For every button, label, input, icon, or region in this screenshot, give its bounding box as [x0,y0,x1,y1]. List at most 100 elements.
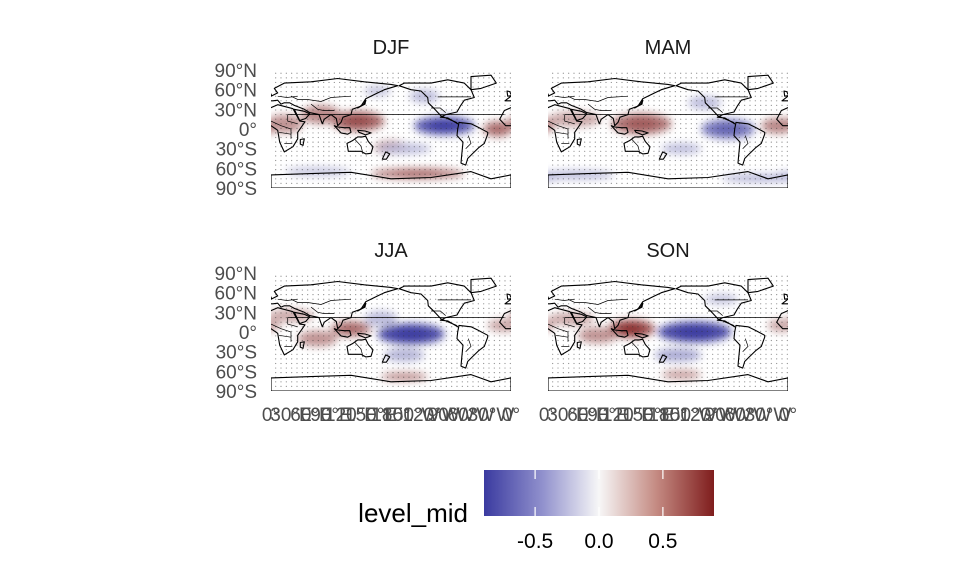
lon-tick-label: 120°E [602,405,654,426]
anomaly-core [341,324,361,333]
lon-tick-label: 0° [779,405,797,426]
lat-tick-label: 30°N [215,100,257,121]
lon-tick-label: 30°W [745,405,792,426]
anomaly-region [284,167,351,177]
anomaly-core [490,125,505,133]
lat-tick-label: 60°N [215,81,257,102]
colorbar-legend: level_mid -0.5 0.0 0.5 [358,470,714,553]
lon-tick-label: 30°W [468,405,515,426]
anomaly-region [61,105,101,123]
lon-tick-label: 30°E [547,405,588,426]
anomaly-region [409,89,440,103]
anomaly-core [394,328,428,340]
lat-tick-label: 0° [239,120,257,141]
anomaly-region [688,96,722,110]
lat-tick-label: 90°N [215,264,257,285]
legend-title: level_mid [358,498,468,528]
anomaly-region [58,331,98,347]
lat-tick-label: 30°S [216,343,257,364]
panel-title: SON [646,240,689,262]
anomaly-region [487,318,511,332]
lon-tick-label: 150°E [345,405,397,426]
lon-tick-label: 0° [539,405,557,426]
anomaly-region [44,167,111,176]
lat-tick-label: 60°S [216,159,257,180]
lon-tick-label: 150°W [659,405,716,426]
anomaly-region [170,90,199,103]
anomaly-region [505,117,511,131]
field-layer [28,309,511,381]
anomaly-region [941,119,960,139]
anomaly-region [928,96,960,109]
lat-tick-label: 30°S [216,140,257,161]
anomaly-region [945,294,960,304]
lon-tick-label: 60°E [567,405,608,426]
lat-tick-label: 90°N [215,61,257,82]
lon-tick-label: 90°E [587,405,628,426]
anomaly-region [138,323,205,344]
lon-tick-label: 90°W [428,405,475,426]
anomaly-region [661,143,702,154]
anomaly-region [91,321,131,337]
anomaly-core [344,116,371,127]
anomaly-region [818,327,858,343]
lon-tick-label: 180° [648,405,687,426]
anomaly-region [721,174,788,183]
lat-tick-label: 90°S [216,179,257,200]
map-panel-son: SON0°30°E60°E90°E120°E150°E180°150°W120°… [539,240,960,426]
lat-tick-label: 0° [239,323,257,344]
anomaly-region [381,372,428,381]
panel-title: JJA [374,240,408,262]
lat-tick-label: 90°S [216,382,257,403]
anomaly-region [788,111,841,127]
lon-tick-label: 30°E [270,405,311,426]
anomaly-region [895,348,942,361]
anomaly-region [788,312,835,325]
lat-tick-label: 60°S [216,362,257,383]
anomaly-region [901,370,941,379]
stippling [275,72,511,185]
anomaly-region [134,141,167,154]
lon-tick-label: 120°W [402,405,459,426]
lon-tick-label: 0° [502,405,520,426]
anomaly-region [507,312,511,319]
anomaly-region [91,111,144,131]
anomaly-region [901,143,941,153]
coastlines [271,74,511,188]
lon-tick-label: 0° [262,405,280,426]
anomaly-region [661,370,702,380]
anomaly-region [28,309,75,322]
anomaly-region [141,373,188,381]
anomaly-region [144,348,184,361]
map-panel-djf: DJF 90°N60°N30°N0°30°S60°S90°S [44,37,511,200]
anomaly-region [761,117,788,134]
panel-title: MAM [645,37,692,59]
lat-tick-label: 30°N [215,303,257,324]
lon-tick-label: 60°E [290,405,331,426]
anomaly-region [704,293,738,305]
lon-tick-label: 150°W [382,405,439,426]
anomaly-region [124,86,151,96]
coastlines [271,277,511,391]
map-panel-jja: JJA90°N60°N30°N0°30°S60°S90°S0°30°E60°E9… [28,240,521,426]
lon-tick-label: 60°W [725,405,772,426]
anomaly-region [271,114,303,133]
coastlines [548,74,788,188]
anomaly-region [271,125,273,133]
lon-tick-label: 150°E [622,405,674,426]
anomaly-region [297,330,338,347]
colorbar-tick-label: -0.5 [517,530,553,553]
lon-tick-label: 90°E [310,405,351,426]
anomaly-core [676,326,714,338]
anomaly-region [548,111,602,128]
lon-tick-label: 60°W [448,405,495,426]
anomaly-region [578,327,618,344]
anomaly-region [364,85,391,97]
anomaly-region [384,348,425,362]
anomaly-region [138,143,191,153]
anomaly-region [768,318,788,332]
map-panel-mam: MAM [548,37,960,188]
anomaly-region [548,170,615,180]
anomaly-core [714,124,742,134]
field-layer [548,96,960,183]
